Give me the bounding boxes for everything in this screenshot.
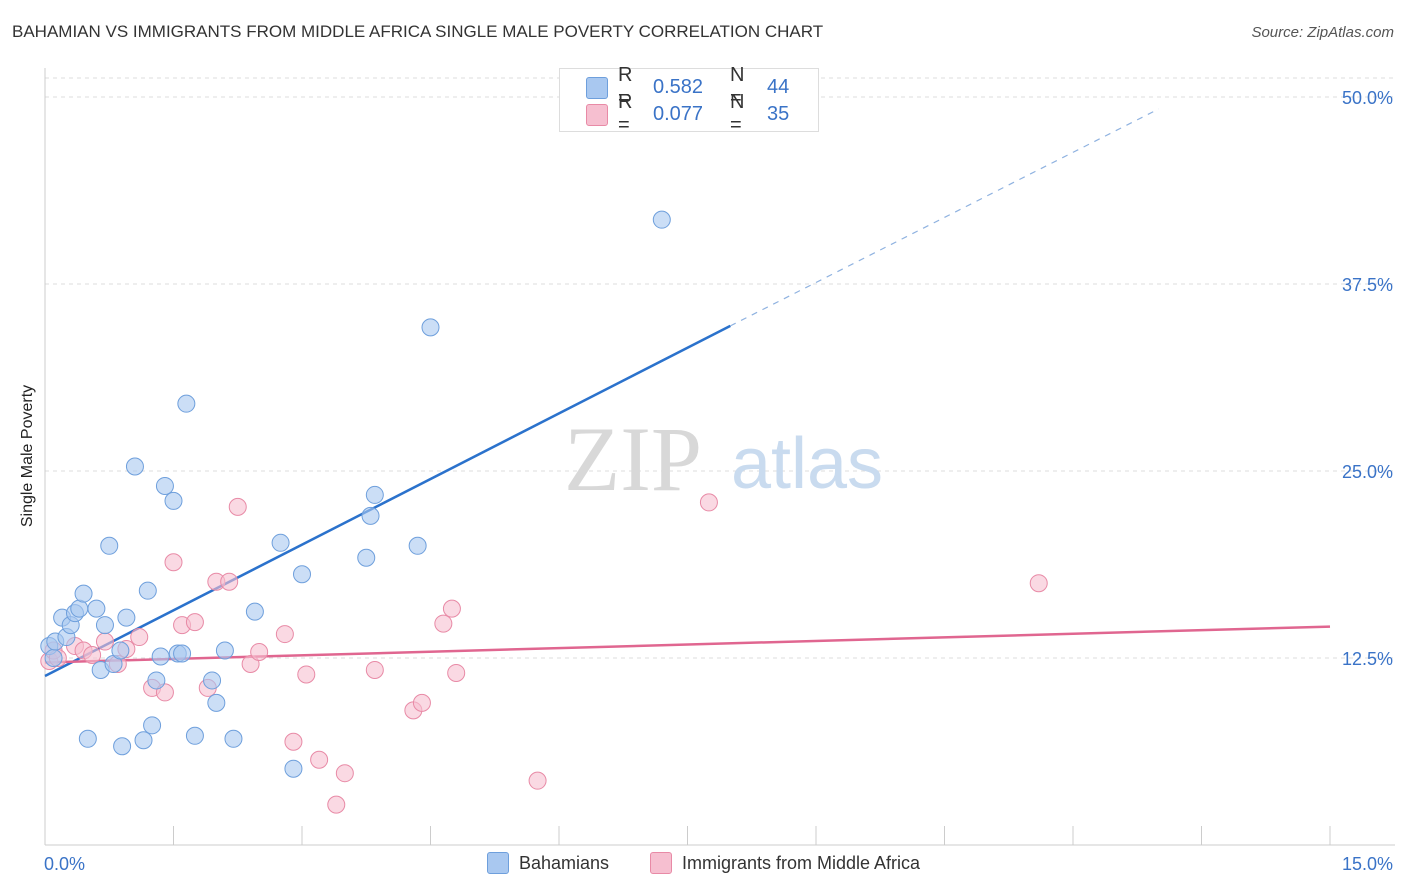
point-middle-africa — [1029, 574, 1048, 593]
point-bahamians — [293, 565, 311, 584]
point-middle-africa — [275, 625, 294, 644]
point-bahamians — [111, 641, 130, 660]
legend-swatch-pink — [586, 104, 608, 126]
y-tick-label: 50.0% — [1342, 88, 1393, 108]
point-middle-africa — [220, 572, 239, 591]
point-middle-africa — [335, 764, 354, 783]
bottom-legend-label: Bahamians — [519, 852, 610, 873]
point-bahamians — [365, 485, 384, 504]
trend-line-bahamians — [44, 324, 731, 678]
watermark-zip: ZIP — [564, 408, 702, 510]
trend-lines — [44, 108, 1331, 678]
point-middle-africa — [699, 493, 718, 512]
gridlines — [45, 77, 1395, 659]
point-middle-africa — [365, 660, 384, 679]
point-bahamians — [147, 671, 166, 690]
point-bahamians — [284, 759, 303, 778]
bottom-legend-swatch-pink — [650, 852, 672, 874]
point-bahamians — [207, 693, 226, 712]
legend-r-value: 0.077 — [653, 102, 704, 125]
bottom-legend-middle-africa[interactable]: Immigrants from Middle Africa — [650, 852, 920, 874]
trend-line-bahamians-extension — [730, 108, 1159, 327]
data-points — [40, 210, 1048, 814]
point-middle-africa — [434, 614, 453, 633]
point-bahamians — [113, 737, 132, 756]
watermark: ZIP atlas — [564, 408, 883, 510]
point-bahamians — [100, 536, 119, 555]
point-middle-africa — [297, 665, 316, 684]
point-bahamians — [74, 584, 93, 603]
legend-r-label: R = — [618, 91, 633, 136]
point-middle-africa — [185, 613, 204, 632]
x-tick-label: 0.0% — [44, 854, 85, 874]
point-middle-africa — [83, 646, 102, 665]
point-middle-africa — [327, 795, 346, 814]
legend-n-label: N = — [730, 91, 745, 136]
legend-n-value: 44 — [767, 75, 790, 98]
point-bahamians — [652, 210, 671, 229]
bottom-legend-label: Immigrants from Middle Africa — [682, 852, 921, 873]
y-tick-label: 12.5% — [1342, 649, 1393, 669]
point-bahamians — [155, 476, 174, 495]
point-bahamians — [138, 581, 157, 600]
point-bahamians — [271, 533, 290, 552]
point-bahamians — [173, 644, 192, 663]
point-bahamians — [151, 647, 170, 666]
point-middle-africa — [95, 632, 114, 651]
stats-legend: R = 0.582 N = 44 R = 0.077 N = 35 — [559, 64, 819, 136]
point-bahamians — [87, 599, 106, 618]
bottom-legend-swatch-blue — [487, 852, 509, 874]
tick-labels: 12.5% 25.0% 37.5% 50.0% 0.0% 15.0% — [44, 88, 1393, 874]
y-tick-label: 37.5% — [1342, 275, 1393, 295]
point-middle-africa — [447, 663, 466, 682]
point-bahamians — [164, 491, 183, 510]
point-middle-africa — [310, 750, 329, 769]
point-bahamians — [224, 729, 243, 748]
legend-n-value: 35 — [767, 102, 790, 125]
point-middle-africa — [284, 732, 303, 751]
legend-n-label: N = — [730, 64, 745, 109]
point-bahamians — [78, 729, 97, 748]
point-middle-africa — [228, 497, 247, 516]
x-tick-label: 15.0% — [1342, 854, 1393, 874]
point-bahamians — [361, 506, 380, 525]
legend-r-value: 0.582 — [653, 75, 704, 98]
point-bahamians — [143, 716, 162, 735]
point-middle-africa — [528, 771, 547, 790]
bottom-legend-bahamians[interactable]: Bahamians — [487, 852, 609, 874]
point-middle-africa — [130, 628, 149, 647]
point-bahamians — [215, 641, 234, 660]
point-bahamians — [357, 548, 376, 567]
point-bahamians — [44, 649, 63, 667]
point-bahamians — [421, 318, 440, 337]
point-bahamians — [203, 671, 222, 690]
y-tick-label: 25.0% — [1342, 462, 1393, 482]
legend-swatch-blue — [586, 77, 608, 99]
point-middle-africa — [164, 553, 183, 572]
point-bahamians — [185, 726, 204, 745]
chart-title: BAHAMIAN VS IMMIGRANTS FROM MIDDLE AFRIC… — [12, 22, 824, 41]
watermark-atlas: atlas — [731, 424, 883, 504]
point-bahamians — [134, 731, 153, 750]
source-label: Source: ZipAtlas.com — [1251, 24, 1394, 41]
point-bahamians — [95, 616, 114, 635]
point-bahamians — [117, 608, 136, 627]
point-middle-africa — [442, 599, 461, 618]
legend-r-label: R = — [618, 64, 633, 109]
point-middle-africa — [412, 693, 431, 712]
trend-line-middle-africa — [44, 625, 1331, 664]
point-bahamians — [125, 457, 144, 476]
point-bahamians — [245, 602, 264, 621]
point-bahamians — [408, 536, 427, 555]
point-middle-africa — [250, 643, 269, 662]
axes — [44, 68, 1395, 846]
point-bahamians — [70, 599, 89, 618]
point-bahamians — [177, 394, 196, 413]
